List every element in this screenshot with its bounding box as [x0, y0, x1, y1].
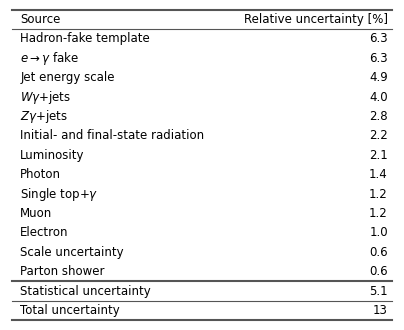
Text: 4.9: 4.9	[369, 71, 388, 84]
Text: 0.6: 0.6	[369, 265, 388, 278]
Text: $e \rightarrow \gamma$ fake: $e \rightarrow \gamma$ fake	[20, 50, 79, 67]
Text: 2.2: 2.2	[369, 129, 388, 143]
Text: Photon: Photon	[20, 168, 61, 181]
Text: 1.2: 1.2	[369, 207, 388, 220]
Text: 1.0: 1.0	[369, 226, 388, 239]
Text: 1.2: 1.2	[369, 187, 388, 201]
Text: 0.6: 0.6	[369, 246, 388, 259]
Text: Initial- and final-state radiation: Initial- and final-state radiation	[20, 129, 204, 143]
Text: Relative uncertainty [%]: Relative uncertainty [%]	[244, 13, 388, 26]
Text: Scale uncertainty: Scale uncertainty	[20, 246, 124, 259]
Text: Luminosity: Luminosity	[20, 149, 85, 162]
Text: 1.4: 1.4	[369, 168, 388, 181]
Text: Muon: Muon	[20, 207, 53, 220]
Text: Jet energy scale: Jet energy scale	[20, 71, 115, 84]
Text: Parton shower: Parton shower	[20, 265, 105, 278]
Text: Electron: Electron	[20, 226, 69, 239]
Text: 6.3: 6.3	[369, 52, 388, 65]
Text: Hadron-fake template: Hadron-fake template	[20, 32, 150, 46]
Text: 4.0: 4.0	[369, 91, 388, 104]
Text: Total uncertainty: Total uncertainty	[20, 304, 120, 317]
Text: Source: Source	[20, 13, 61, 26]
Text: 2.1: 2.1	[369, 149, 388, 162]
Text: $W\gamma$+jets: $W\gamma$+jets	[20, 89, 71, 106]
Text: 2.8: 2.8	[369, 110, 388, 123]
Text: Single top+$\gamma$: Single top+$\gamma$	[20, 185, 99, 203]
Text: 13: 13	[373, 304, 388, 317]
Text: 6.3: 6.3	[369, 32, 388, 46]
Text: Statistical uncertainty: Statistical uncertainty	[20, 284, 151, 298]
Text: $Z\gamma$+jets: $Z\gamma$+jets	[20, 108, 68, 125]
Text: 5.1: 5.1	[369, 284, 388, 298]
